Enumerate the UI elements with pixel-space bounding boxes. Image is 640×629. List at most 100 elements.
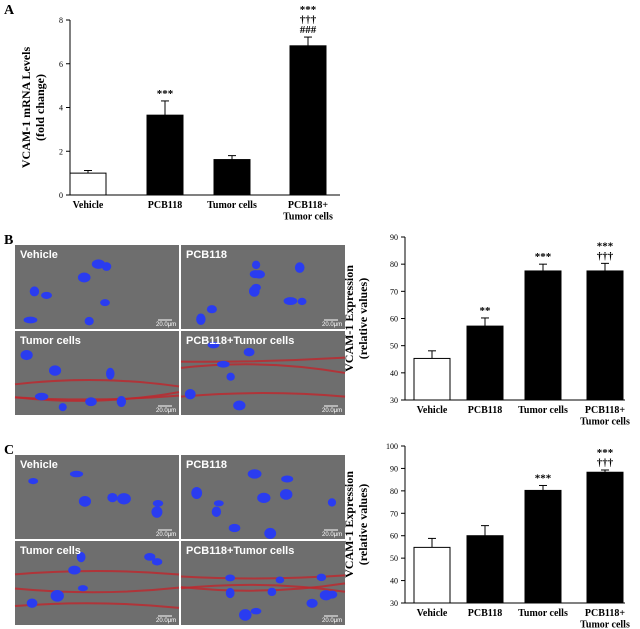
image-label: PCB118	[186, 459, 227, 471]
nucleus	[184, 388, 196, 400]
nucleus	[243, 347, 255, 357]
nucleus	[213, 500, 224, 507]
y-tick-label: 8	[59, 16, 63, 25]
x-tick-label: PCB118	[468, 405, 502, 416]
image-label: PCB118	[186, 249, 227, 261]
micrograph	[181, 541, 345, 625]
red-stain	[180, 583, 346, 593]
bar	[524, 489, 562, 604]
y-tick-label: 60	[390, 532, 398, 541]
scale-bar-label: 20.0μm	[322, 618, 342, 624]
red-stain	[180, 356, 346, 363]
nucleus	[306, 598, 318, 608]
y-axis-title: VCAM-1 Expression(relative values)	[342, 265, 370, 372]
nucleus	[100, 299, 110, 307]
nucleus	[228, 523, 241, 533]
x-tick-label: Vehicle	[417, 608, 448, 619]
scale-bar-label: 20.0μm	[156, 408, 176, 414]
bar	[413, 357, 451, 401]
y-tick-label: 4	[59, 104, 63, 113]
nucleus	[281, 475, 294, 483]
nucleus	[327, 590, 338, 599]
panel-label: A	[4, 3, 15, 18]
significance-label: †††	[597, 457, 614, 469]
significance-label: ***	[535, 251, 552, 263]
nucleus	[49, 365, 62, 376]
red-stain	[180, 582, 346, 592]
nucleus	[294, 262, 305, 273]
nucleus	[191, 487, 203, 499]
significance-label: ***	[300, 4, 317, 16]
nucleus	[207, 341, 220, 349]
nucleus	[69, 470, 84, 478]
red-stain	[14, 586, 180, 594]
x-tick-label: PCB118	[148, 200, 182, 211]
red-stain	[14, 379, 180, 388]
significance-label: ***	[597, 240, 614, 252]
y-tick-label: 80	[390, 260, 398, 269]
y-tick-label: 6	[59, 60, 63, 69]
nucleus	[41, 291, 53, 299]
x-tick-label: Vehicle	[417, 405, 448, 416]
scale-bar-label: 20.0μm	[156, 618, 176, 624]
y-tick-label: 90	[390, 464, 398, 473]
scale-bar-label: 20.0μm	[156, 322, 176, 328]
nucleus	[58, 403, 67, 412]
nucleus	[247, 469, 262, 479]
y-axis-title: VCAM-1 mRNA Levels(fold change)	[19, 47, 47, 169]
nucleus	[77, 585, 88, 592]
micrograph	[181, 245, 345, 329]
nucleus	[275, 576, 285, 584]
nucleus	[76, 551, 86, 563]
image-label: Vehicle	[20, 459, 58, 471]
x-tick-label: PCB118+ Tumor cells	[283, 200, 333, 223]
y-tick-label: 50	[390, 554, 398, 563]
nucleus	[257, 492, 271, 504]
bar	[289, 45, 327, 196]
red-stain	[14, 570, 180, 576]
y-tick-label: 0	[59, 191, 63, 200]
nucleus	[267, 587, 277, 597]
nucleus	[264, 527, 277, 539]
y-tick-label: 2	[59, 147, 63, 156]
significance-label: †††	[300, 14, 317, 26]
y-tick-label: 60	[390, 315, 398, 324]
nucleus	[225, 574, 236, 582]
nucleus	[78, 495, 92, 507]
significance-label: **	[480, 305, 492, 317]
y-tick-label: 30	[390, 599, 398, 608]
nucleus	[233, 400, 246, 411]
image-label: Tumor cells	[20, 335, 81, 347]
nucleus	[91, 259, 106, 269]
x-tick-label: Tumor cells	[518, 608, 568, 619]
scale-bar-label: 20.0μm	[322, 408, 342, 414]
bar	[69, 172, 107, 196]
x-tick-label: Tumor cells	[207, 200, 257, 211]
y-tick-label: 70	[390, 287, 398, 296]
nucleus	[23, 316, 38, 324]
nucleus	[34, 392, 49, 401]
nucleus	[106, 367, 115, 380]
red-stain	[180, 574, 346, 580]
nucleus	[327, 498, 337, 507]
nucleus	[77, 272, 91, 283]
bar	[466, 325, 504, 401]
x-tick-label: PCB118+ Tumor cells	[580, 608, 630, 629]
nucleus	[251, 260, 261, 270]
bar	[524, 270, 562, 401]
nucleus	[283, 297, 298, 306]
nucleus	[144, 553, 156, 561]
scale-bar-label: 20.0μm	[322, 322, 342, 328]
nucleus	[216, 360, 230, 368]
image-label: PCB118+Tumor cells	[186, 545, 294, 557]
significance-label: †††	[597, 250, 614, 262]
nucleus	[85, 397, 97, 407]
bar	[213, 159, 251, 196]
significance-label: ***	[535, 472, 552, 484]
nucleus	[297, 297, 307, 306]
image-label: Vehicle	[20, 249, 58, 261]
x-tick-label: PCB118+ Tumor cells	[580, 405, 630, 428]
y-tick-label: 40	[390, 369, 398, 378]
micrograph	[15, 455, 179, 539]
nucleus	[196, 313, 206, 325]
